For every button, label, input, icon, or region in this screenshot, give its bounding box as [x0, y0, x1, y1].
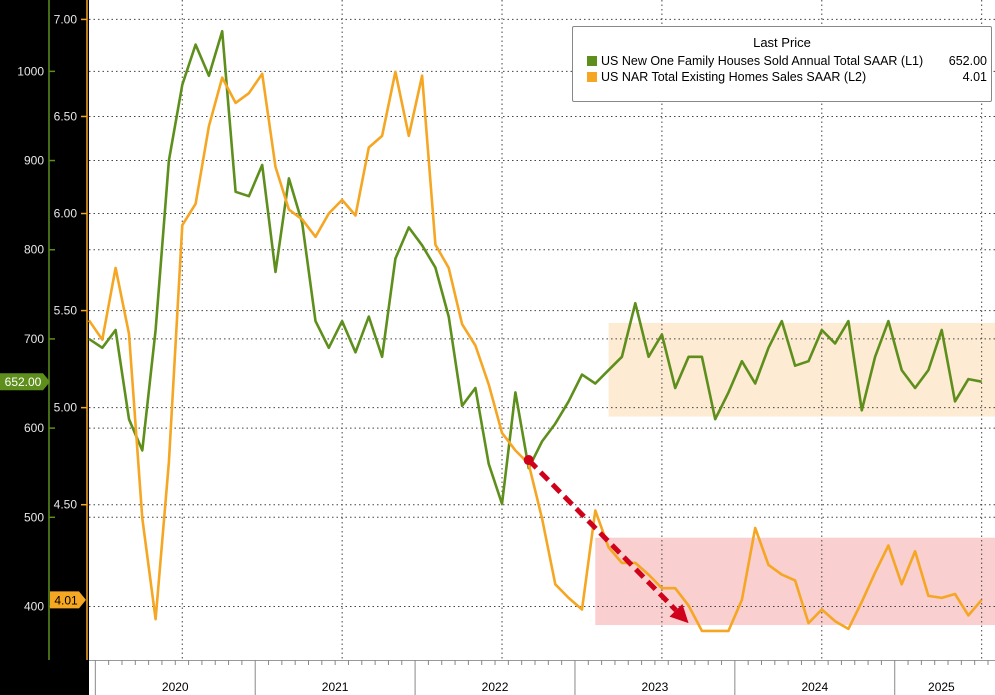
- highlight-band-new-home-sales: [608, 322, 995, 417]
- left-axis-label-1000: 1000: [17, 64, 44, 78]
- right-axis-label-5-50: 5.50: [54, 304, 78, 318]
- x-axis-label-2020: 2020: [162, 680, 189, 694]
- last-value-tag-new-home-sales: [0, 373, 50, 391]
- legend: Last Price US New One Family Houses Sold…: [572, 26, 992, 102]
- trend-arrow: [523, 455, 689, 624]
- trend-arrow-shaft: [526, 458, 678, 613]
- gridlines: [89, 0, 995, 660]
- legend-entry-new-home-sales: US New One Family Houses Sold Annual Tot…: [587, 53, 987, 69]
- left-axis-label-400: 400: [24, 599, 44, 613]
- last-value-label-existing-home-sales: 4.01: [54, 593, 78, 607]
- left-axis-label-600: 600: [24, 421, 44, 435]
- x-axis-strip: [89, 660, 995, 695]
- trend-arrow-start-dot: [523, 455, 534, 466]
- series-lines: [87, 29, 983, 633]
- right-axis-label-4-50: 4.50: [54, 498, 78, 512]
- x-axis-label-2025: 2025: [928, 680, 955, 694]
- last-value-tags: 652.00 4.01: [0, 373, 86, 609]
- x-axis-label-2022: 2022: [482, 680, 509, 694]
- right-axis-label-7-00: 7.00: [54, 12, 78, 26]
- x-axis-label-2021: 2021: [322, 680, 349, 694]
- right-axis-label-6-00: 6.00: [54, 207, 78, 221]
- right-axis-label-5-00: 5.00: [54, 401, 78, 415]
- left-axis-label-800: 800: [24, 243, 44, 257]
- left-axis-label-900: 900: [24, 154, 44, 168]
- legend-title: Last Price: [753, 35, 811, 50]
- last-value-tag-existing-home-sales: [50, 591, 86, 609]
- legend-label-new-home-sales: US New One Family Houses Sold Annual Tot…: [601, 54, 924, 68]
- x-axis-label-2023: 2023: [642, 680, 669, 694]
- last-value-label-new-home-sales: 652.00: [5, 375, 42, 389]
- x-axis: 2020 2021 2022 2023 2024 2025: [89, 660, 995, 695]
- trend-arrow-head: [669, 603, 689, 624]
- series-line-new-home-sales: [88, 29, 982, 506]
- legend-swatch-existing-home-sales: [587, 72, 597, 82]
- axes: 400 500 600 700 800 900 1000 4.50 5.00 5.50 6.00 6.…: [17, 0, 88, 660]
- right-axis-label-6-50: 6.50: [54, 109, 78, 123]
- legend-swatch-new-home-sales: [587, 56, 597, 66]
- x-axis-label-2024: 2024: [801, 680, 828, 694]
- series-line-existing-home-sales: [87, 70, 983, 633]
- legend-value-new-home-sales: 652.00: [948, 54, 987, 68]
- left-axis-label-700: 700: [24, 332, 44, 346]
- left-axis-label-500: 500: [24, 510, 44, 524]
- legend-value-existing-home-sales: 4.01: [962, 70, 987, 84]
- legend-entry-existing-home-sales: US NAR Total Existing Homes Sales SAAR (…: [587, 69, 987, 85]
- legend-label-existing-home-sales: US NAR Total Existing Homes Sales SAAR (…: [601, 70, 867, 84]
